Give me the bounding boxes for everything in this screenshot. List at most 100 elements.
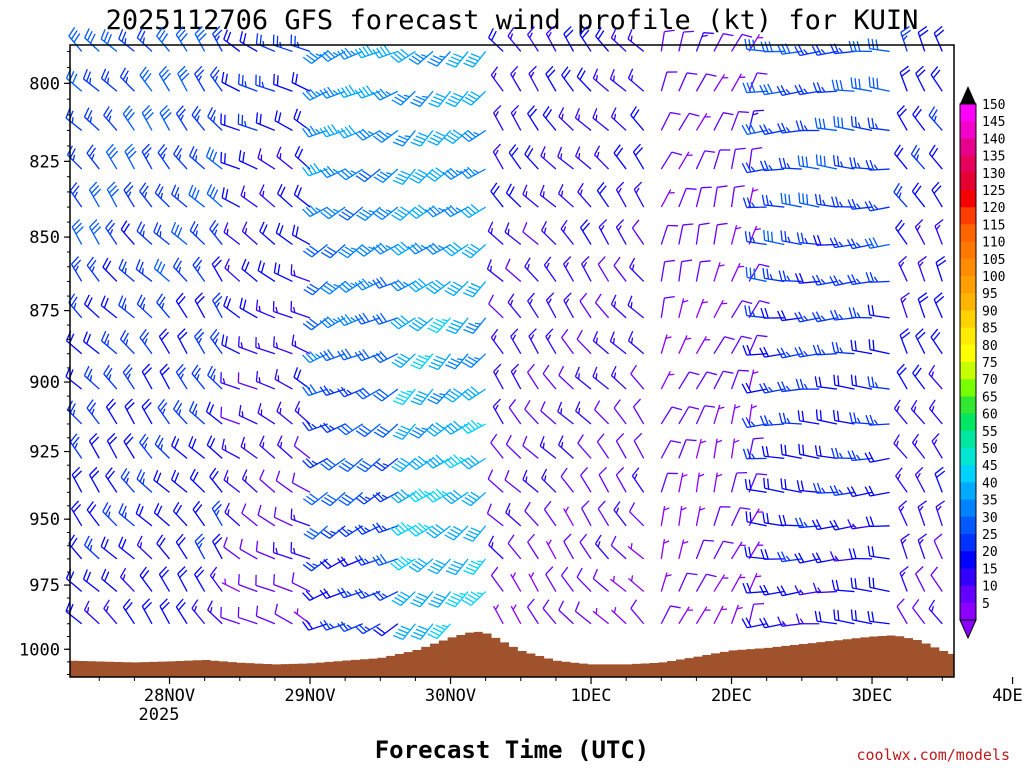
- wind-barb: [713, 33, 734, 52]
- wind-barb: [427, 388, 452, 405]
- wind-barb: [577, 182, 592, 208]
- wind-barb: [610, 107, 627, 131]
- wind-barb: [118, 503, 135, 527]
- wind-barb: [82, 331, 100, 355]
- wind-barb: [848, 40, 873, 53]
- wind-barb: [899, 565, 909, 592]
- colorbar-label: 115: [982, 218, 1005, 233]
- wind-barb: [319, 49, 346, 62]
- wind-barb: [730, 263, 745, 282]
- wind-barb: [899, 328, 911, 354]
- wind-barb: [867, 376, 890, 390]
- wind-barb: [560, 219, 574, 245]
- wind-barb: [291, 72, 311, 92]
- wind-barb: [354, 555, 381, 566]
- wind-barb: [592, 108, 610, 131]
- wind-barb: [120, 220, 135, 245]
- wind-barb: [678, 472, 688, 493]
- wind-barb: [241, 503, 258, 527]
- wind-barb: [106, 432, 118, 459]
- wind-barb: [798, 443, 820, 460]
- wind-barb: [273, 73, 293, 92]
- wind-barb: [713, 540, 734, 560]
- wind-barb: [141, 363, 153, 390]
- colorbar-swatch: [960, 362, 976, 380]
- wind-barb: [759, 415, 785, 427]
- wind-barb: [833, 609, 855, 625]
- wind-barb: [527, 292, 539, 319]
- colorbar-swatch: [960, 568, 976, 587]
- colorbar-label: 55: [982, 425, 998, 440]
- wind-barb: [695, 32, 714, 52]
- wind-barb: [141, 398, 153, 425]
- wind-barb: [896, 105, 908, 131]
- wind-barb: [158, 566, 171, 592]
- colorbar-swatch: [960, 516, 976, 535]
- wind-barb: [338, 491, 364, 506]
- wind-barb: [811, 44, 838, 56]
- colorbar-label: 60: [982, 408, 998, 423]
- wind-barb: [713, 605, 728, 625]
- wind-barb: [171, 184, 188, 208]
- wind-barb: [812, 582, 837, 594]
- wind-barb: [105, 143, 119, 170]
- wind-barb: [83, 600, 100, 625]
- wind-barb: [427, 50, 452, 67]
- wind-barb: [848, 548, 873, 560]
- wind-barb: [867, 304, 890, 319]
- wind-barb: [272, 542, 293, 560]
- wind-barb: [293, 436, 311, 459]
- wind-barb: [425, 488, 451, 503]
- wind-barb: [627, 295, 645, 319]
- wind-barb: [695, 113, 711, 131]
- colorbar-swatch: [960, 293, 976, 311]
- wind-barb: [660, 539, 670, 559]
- wind-barb: [207, 600, 223, 625]
- wind-barb: [678, 439, 697, 459]
- wind-barb: [928, 399, 943, 425]
- wind-barb: [86, 256, 100, 282]
- wind-barb: [156, 534, 171, 560]
- wind-barb: [490, 433, 504, 459]
- wind-barb: [713, 438, 723, 459]
- wind-barb: [865, 159, 890, 171]
- wind-barb: [86, 144, 100, 170]
- wind-barb: [337, 556, 363, 568]
- wind-barb: [609, 331, 627, 355]
- wind-barb: [610, 535, 627, 560]
- wind-barb: [276, 146, 293, 170]
- wind-barb: [730, 471, 748, 493]
- terrain-surface: [70, 631, 954, 677]
- wind-barb: [192, 256, 206, 282]
- credit-text: coolwx.com/models: [856, 746, 1010, 764]
- wind-barb: [777, 616, 802, 627]
- wind-barb: [594, 534, 610, 560]
- terrain-layer: [70, 631, 954, 677]
- wind-barb: [136, 469, 153, 493]
- wind-barb: [795, 613, 820, 625]
- wind-barb: [189, 468, 206, 493]
- wind-barb: [730, 369, 749, 390]
- wind-barb: [291, 472, 311, 493]
- colorbar-swatch: [960, 344, 976, 363]
- wind-barb: [153, 258, 170, 282]
- wind-barb: [354, 312, 381, 325]
- wind-barb: [933, 25, 945, 52]
- wind-barb: [69, 433, 83, 459]
- wind-barb: [220, 113, 240, 132]
- wind-barb: [504, 222, 522, 246]
- wind-barb: [592, 366, 610, 390]
- wind-barb: [561, 328, 574, 355]
- wind-barb: [391, 353, 416, 369]
- colorbar-label: 105: [982, 253, 1005, 268]
- wind-barb: [865, 271, 890, 283]
- wind-barb: [373, 388, 399, 402]
- wind-barb: [898, 255, 908, 282]
- wind-barb: [815, 154, 838, 170]
- wind-barb: [678, 223, 694, 245]
- wind-barb: [867, 610, 890, 625]
- wind-barb: [893, 434, 908, 459]
- colorbar-label: 130: [982, 167, 1005, 182]
- wind-barb: [302, 491, 328, 506]
- wind-barb: [221, 187, 241, 208]
